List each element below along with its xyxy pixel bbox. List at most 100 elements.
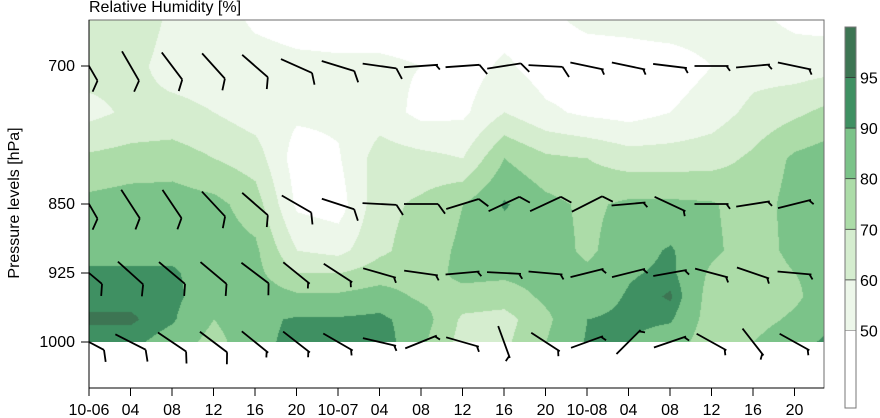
- x-tick-label: 08: [661, 402, 679, 418]
- wind-barb: [89, 64, 99, 93]
- x-tick-label: 12: [205, 402, 223, 418]
- wind-barb: [121, 50, 140, 93]
- x-tick-label: 10-08: [567, 402, 608, 418]
- y-tick-label: 925: [48, 265, 75, 282]
- wind-barb: [528, 270, 565, 280]
- wind-barb: [117, 260, 145, 297]
- x-tick-label: 10-07: [318, 402, 359, 418]
- x-tick-label: 20: [537, 402, 555, 418]
- colorbar-label: 70: [860, 222, 878, 239]
- wind-barb: [114, 333, 149, 362]
- wind-barb: [497, 325, 511, 362]
- wind-barb: [240, 262, 270, 296]
- colorbar-label: 60: [860, 273, 878, 290]
- wind-barb: [777, 270, 814, 280]
- x-tick-label: 08: [163, 402, 181, 418]
- wind-barb: [241, 330, 269, 358]
- wind-barb: [161, 189, 183, 230]
- wind-barb: [445, 270, 483, 277]
- wind-barb: [611, 61, 647, 75]
- wind-barb: [404, 334, 441, 350]
- colorbar-segment: [845, 128, 856, 179]
- wind-barb: [570, 61, 605, 75]
- wind-barbs: [89, 50, 815, 365]
- wind-barb: [241, 192, 269, 228]
- wind-barb: [653, 63, 689, 74]
- x-tick-label: 10-06: [69, 402, 110, 418]
- x-tick-label: 12: [703, 402, 721, 418]
- wind-barb: [201, 190, 226, 229]
- wind-barb: [282, 261, 311, 289]
- wind-barb: [654, 195, 686, 217]
- wind-barb: [696, 332, 727, 356]
- wind-barb: [570, 268, 607, 278]
- wind-barb: [694, 65, 731, 72]
- wind-barb: [571, 195, 614, 213]
- colorbar-segment: [845, 27, 856, 78]
- wind-barb: [615, 329, 646, 355]
- wind-barb: [528, 64, 570, 78]
- wind-barb: [779, 332, 810, 356]
- wind-barb: [611, 201, 649, 208]
- wind-barb: [736, 266, 770, 284]
- wind-barb: [653, 335, 690, 349]
- wind-barb: [404, 269, 440, 281]
- wind-barb: [777, 199, 815, 209]
- wind-barb: [362, 202, 404, 216]
- wind-barb: [199, 261, 228, 296]
- colorbar-label: 80: [860, 172, 878, 189]
- wind-barb: [735, 63, 773, 70]
- wind-barb: [161, 51, 184, 92]
- x-tick-label: 04: [122, 402, 140, 418]
- y-tick-label: 1000: [39, 334, 75, 351]
- wind-barb: [653, 269, 690, 277]
- colorbar-frame: [844, 26, 857, 409]
- wind-barb: [201, 52, 226, 91]
- wind-barb: [321, 197, 359, 221]
- colorbar-label: 90: [860, 121, 878, 138]
- x-tick-label: 04: [371, 402, 389, 418]
- colorbar-segment: [845, 178, 856, 230]
- wind-barb: [445, 336, 480, 353]
- wind-barb: [120, 189, 141, 230]
- wind-barb: [530, 331, 561, 357]
- wind-barb: [322, 332, 354, 356]
- wind-barb: [487, 62, 530, 73]
- x-tick-label: 08: [412, 402, 430, 418]
- wind-barb: [486, 271, 524, 280]
- wind-barb: [403, 63, 441, 71]
- x-tick-label: 20: [288, 402, 306, 418]
- colorbar-label: 50: [860, 324, 878, 341]
- wind-barb: [280, 58, 316, 85]
- wind-barb: [89, 202, 99, 231]
- x-tick-label: 16: [744, 402, 762, 418]
- wind-barb: [323, 262, 353, 288]
- colorbar-segment: [845, 229, 856, 280]
- wind-barb: [529, 195, 572, 213]
- x-tick-label: 16: [495, 402, 513, 418]
- wind-barb: [694, 203, 731, 210]
- x-tick-label: 20: [786, 402, 804, 418]
- y-tick-label: 700: [48, 58, 75, 75]
- y-tick-label: 850: [48, 196, 75, 213]
- x-tick-label: 16: [246, 402, 264, 418]
- wind-barb: [281, 194, 314, 225]
- wind-barb: [404, 203, 446, 215]
- wind-barb: [282, 330, 311, 358]
- wind-barb: [445, 63, 488, 75]
- wind-barb: [736, 200, 773, 208]
- wind-barb: [694, 267, 729, 283]
- wind-barb: [777, 61, 813, 75]
- wind-barb: [321, 60, 360, 83]
- rh-contour-fill: [89, 20, 824, 342]
- x-tick-label: 12: [454, 402, 472, 418]
- colorbar-label: 95: [860, 71, 878, 88]
- wind-barb: [611, 268, 649, 278]
- wind-barb: [157, 331, 188, 364]
- wind-barb: [445, 198, 489, 210]
- colorbar-segment: [845, 279, 856, 331]
- wind-barb: [741, 328, 765, 360]
- wind-barb: [362, 62, 403, 80]
- wind-barb: [362, 337, 398, 352]
